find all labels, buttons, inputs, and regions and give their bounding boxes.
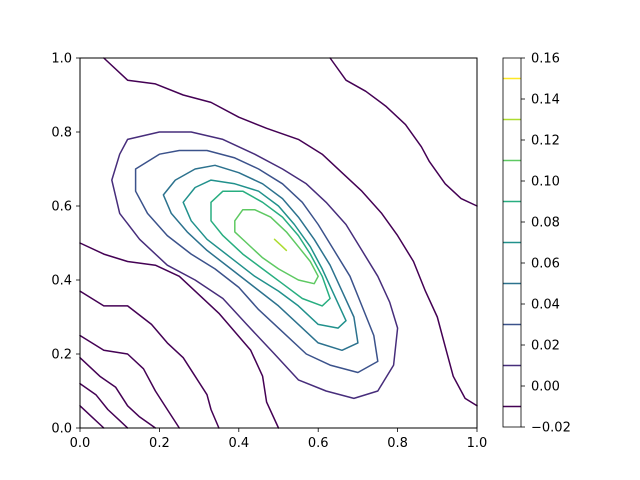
contour-line-0-0 [103, 57, 478, 407]
x-tick-label: 1.0 [467, 436, 488, 451]
contour-line-0-1 [79, 242, 280, 429]
y-tick-label: 0.0 [51, 422, 72, 437]
contour-line-0-6 [79, 405, 105, 429]
colorbar-tick-label: 0.00 [531, 380, 560, 395]
x-tick-label: 0.0 [70, 436, 91, 451]
x-tick-label: 0.6 [308, 436, 329, 451]
axis-ticks: 0.0 0.2 0.4 0.6 0.8 1.0 0.0 0.2 0.4 0.6 0.8 1.0 [51, 52, 487, 452]
colorbar-tick-label: 0.04 [531, 298, 560, 313]
x-tick-label: 0.4 [228, 436, 249, 451]
colorbar-frame [502, 57, 522, 428]
contour-line-7-0 [273, 238, 288, 252]
contour-line-0-4 [79, 356, 157, 429]
contour-line-5-0 [210, 190, 331, 307]
colorbar-tick-label: 0.10 [531, 175, 560, 190]
contour-line-0-5 [79, 382, 129, 429]
contour-line-1-0 [111, 131, 399, 400]
x-tick-label: 0.2 [149, 436, 170, 451]
colorbar-tick-label: 0.12 [531, 134, 560, 149]
colorbar-tick-label: 0.08 [531, 216, 560, 231]
contour-line-0-7 [329, 57, 478, 207]
contour-line-4-0 [182, 179, 347, 329]
colorbar-tick-label: 0.16 [531, 52, 560, 67]
contour-line-3-0 [162, 164, 359, 352]
colorbar-tick-label: 0.14 [531, 93, 560, 108]
colorbar: −0.02 0.00 0.02 0.04 0.06 0.08 0.10 0.12 0.14 0.1… [502, 52, 571, 436]
y-tick-label: 1.0 [51, 52, 72, 67]
colorbar-tick-label: 0.06 [531, 257, 560, 272]
x-tick-label: 0.8 [387, 436, 408, 451]
contour-line-0-3 [79, 334, 181, 429]
y-tick-label: 0.6 [51, 200, 72, 215]
y-tick-label: 0.4 [51, 274, 72, 289]
plot-frame [79, 57, 478, 429]
contour-line-6-0 [234, 208, 319, 285]
colorbar-tick-label: −0.02 [531, 421, 571, 436]
contour-line-2-0 [134, 149, 379, 374]
y-tick-label: 0.2 [51, 348, 72, 363]
colorbar-tick-label: 0.02 [531, 339, 560, 354]
contour-lines [79, 57, 478, 429]
contour-line-0-2 [79, 290, 220, 429]
y-tick-label: 0.8 [51, 126, 72, 141]
